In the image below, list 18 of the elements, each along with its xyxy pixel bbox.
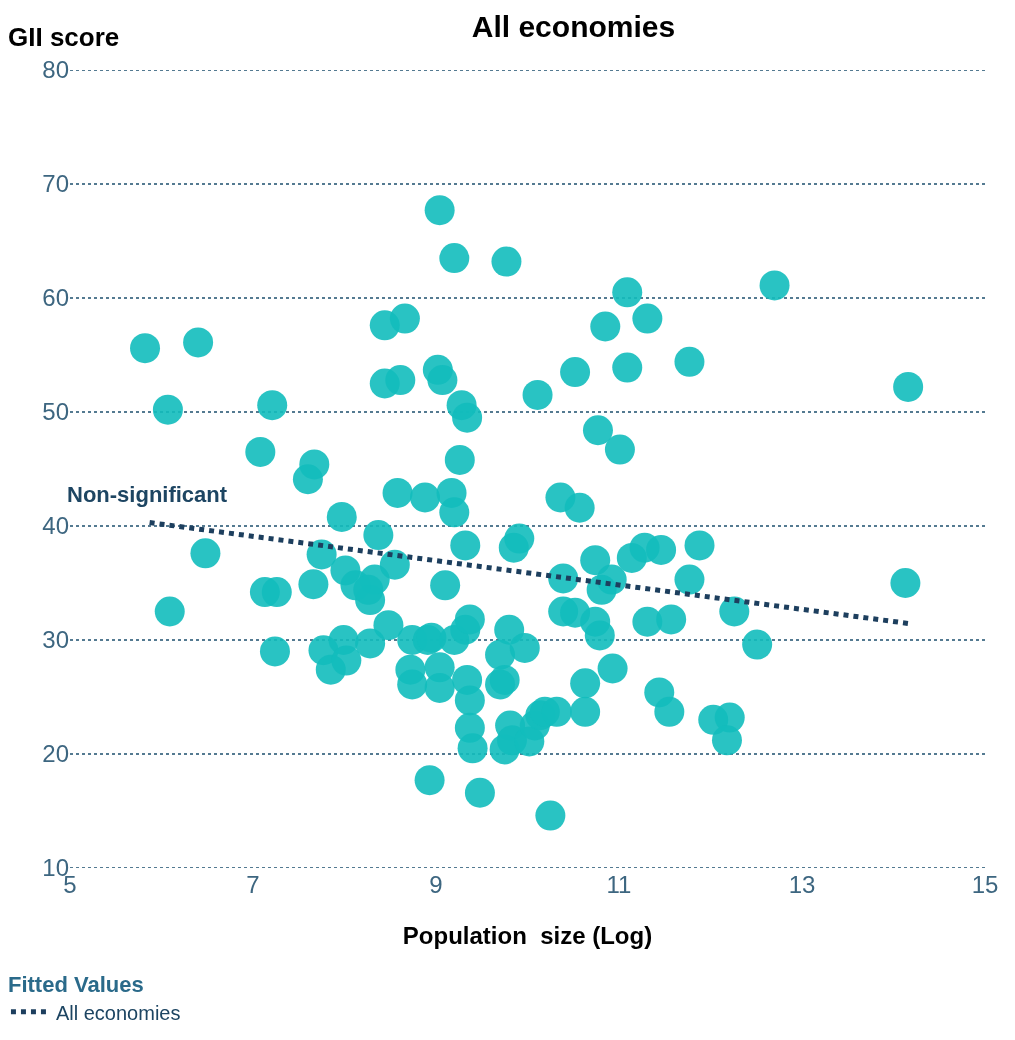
x-tick-label: 15 [971, 871, 999, 898]
y-axis-title: GII score [8, 22, 120, 52]
y-tick-label: 50 [42, 398, 69, 426]
y-tick-label: 80 [42, 56, 69, 84]
legend-label: All economies [55, 1001, 181, 1024]
annotation: Non-significant [67, 482, 228, 507]
x-tick-label: 13 [788, 871, 816, 898]
x-tick-label: 7 [246, 871, 260, 898]
y-tick-label: 70 [42, 170, 69, 198]
x-tick-label: 11 [606, 871, 632, 898]
legend-title: Fitted Values [7, 972, 144, 998]
x-axis-title: Population size (Log) [402, 922, 653, 950]
y-tick-label: 30 [42, 626, 69, 654]
y-tick-label: 60 [42, 284, 69, 312]
x-tick-label: 9 [429, 871, 443, 898]
y-tick-label: 20 [42, 740, 69, 768]
y-tick-label: 40 [42, 512, 69, 540]
chart-title: All economies [471, 9, 676, 43]
